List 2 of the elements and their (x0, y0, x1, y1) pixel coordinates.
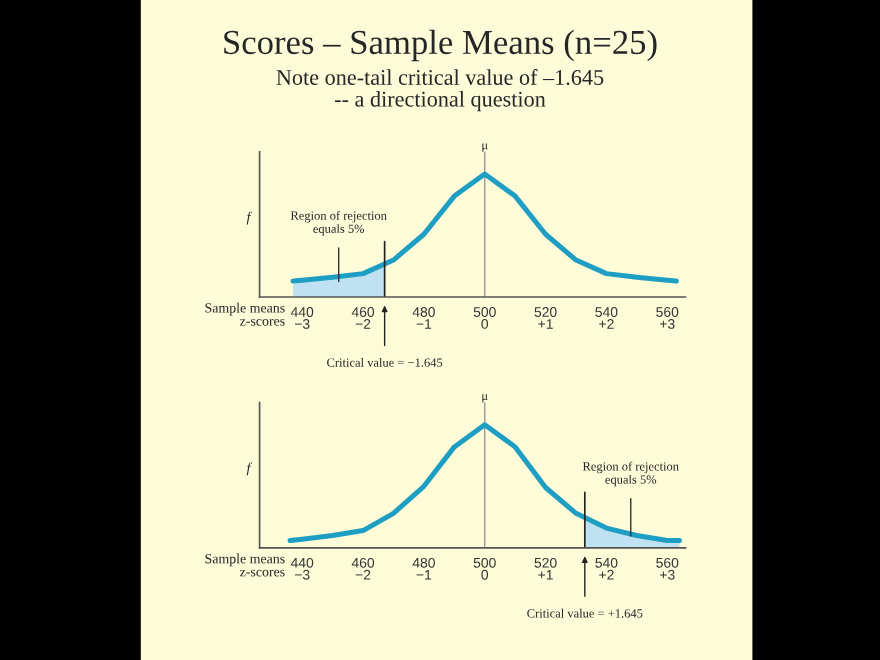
chart-title: Scores – Sample Means (n=25) (224, 29, 657, 62)
chart-subtitle: Note one-tail critical value of –1.645 -- a directional question (276, 69, 604, 112)
